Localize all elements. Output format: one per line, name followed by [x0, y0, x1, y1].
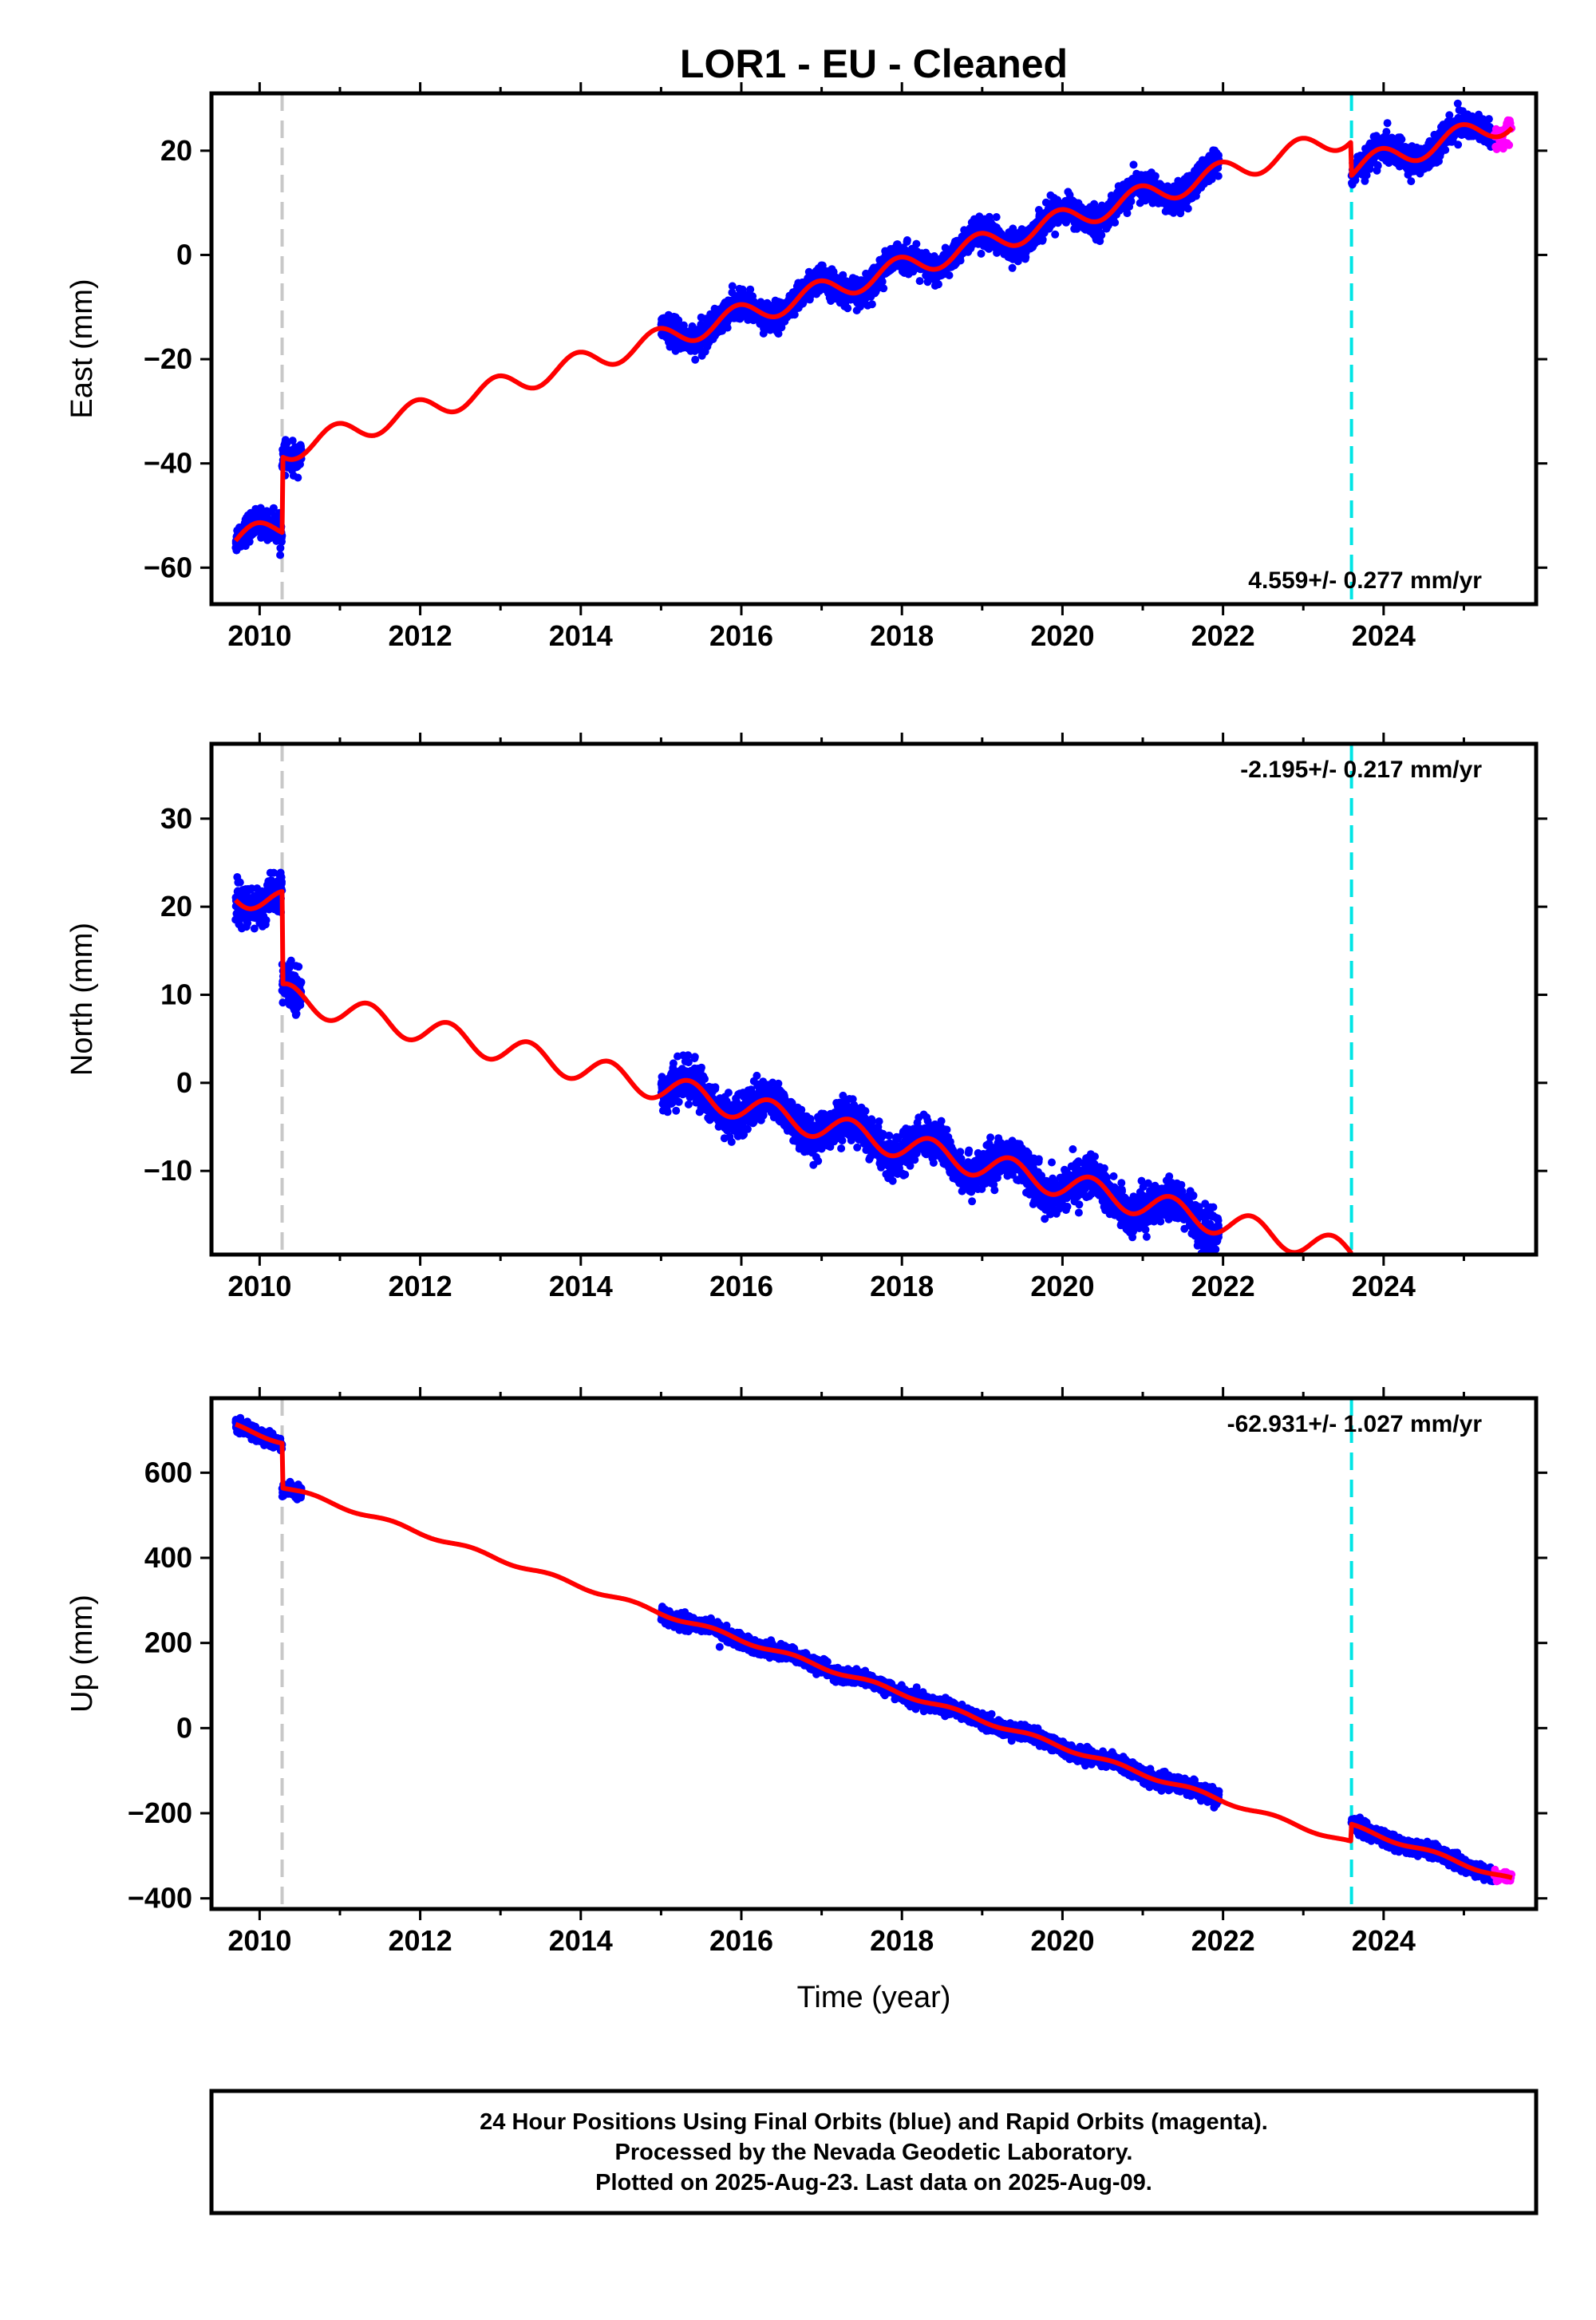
final-orbit-point — [697, 1064, 705, 1072]
final-orbit-point — [664, 1108, 672, 1116]
final-orbit-point — [879, 278, 887, 286]
final-orbit-point — [1407, 177, 1415, 185]
y-tick-label: −40 — [144, 447, 192, 480]
final-orbit-point — [1127, 197, 1135, 205]
final-orbit-point — [691, 1053, 699, 1061]
final-orbit-point — [1374, 162, 1382, 170]
final-orbit-point — [298, 978, 306, 986]
final-orbit-point — [263, 916, 271, 924]
y-tick-label: 20 — [160, 134, 192, 167]
x-tick-label: 2018 — [870, 619, 934, 652]
final-orbit-point — [724, 324, 732, 332]
velocity-rate-label: 4.559+/- 0.277 mm/yr — [1248, 567, 1482, 594]
final-orbit-point — [1009, 264, 1017, 272]
final-orbit-point — [1051, 231, 1059, 239]
final-orbit-point — [912, 240, 920, 248]
final-orbit-point — [276, 551, 284, 559]
final-orbit-point — [1039, 235, 1047, 243]
final-orbit-point — [1485, 115, 1493, 123]
x-tick-label: 2014 — [549, 619, 613, 652]
final-orbit-point — [843, 304, 851, 312]
final-orbit-point — [1441, 146, 1449, 154]
final-orbit-point — [868, 300, 876, 308]
x-tick-label: 2012 — [389, 619, 452, 652]
final-orbit-point — [946, 271, 954, 279]
final-orbit-point — [1184, 204, 1192, 212]
final-orbit-point — [934, 280, 942, 288]
final-orbit-point — [1454, 140, 1462, 148]
final-orbit-point — [746, 286, 754, 294]
final-orbit-point — [753, 1072, 760, 1080]
final-orbit-point — [278, 878, 286, 886]
final-orbit-point — [672, 1107, 680, 1115]
chart-title: LOR1 - EU - Cleaned — [680, 41, 1068, 86]
final-orbit-point — [728, 1138, 736, 1146]
final-orbit-point — [978, 250, 986, 258]
y-tick-label: −20 — [144, 342, 192, 375]
x-tick-label: 2022 — [1191, 619, 1255, 652]
y-axis-label: East (mm) — [65, 279, 99, 418]
final-orbit-point — [879, 284, 887, 292]
final-orbit-point — [1152, 172, 1159, 180]
final-orbit-point — [903, 236, 911, 244]
final-orbit-point — [1384, 119, 1392, 127]
final-orbit-point — [1111, 219, 1119, 227]
x-tick-label: 2010 — [227, 619, 291, 652]
final-orbit-point — [685, 1101, 693, 1109]
y-tick-label: −60 — [144, 551, 192, 583]
final-orbit-point — [725, 1089, 733, 1097]
final-orbit-point — [1097, 231, 1105, 239]
final-orbit-point — [1130, 160, 1138, 168]
final-orbit-point — [294, 962, 302, 970]
final-orbit-point — [670, 1059, 678, 1067]
x-tick-label: 2024 — [1352, 619, 1416, 652]
final-orbit-point — [729, 283, 737, 290]
final-orbit-point — [957, 257, 965, 265]
final-orbit-point — [744, 1125, 752, 1133]
final-orbit-point — [294, 474, 302, 482]
y-tick-label: 0 — [176, 238, 192, 271]
rapid-orbit-point — [1505, 141, 1513, 149]
final-orbit-point — [236, 879, 244, 887]
final-orbit-point — [675, 1098, 683, 1106]
final-orbit-point — [701, 1075, 709, 1083]
final-orbit-point — [993, 213, 1001, 221]
x-tick-label: 2016 — [709, 619, 773, 652]
final-orbit-point — [691, 356, 699, 364]
final-orbit-point — [1215, 172, 1223, 180]
final-orbit-point — [916, 277, 924, 285]
x-tick-label: 2020 — [1030, 619, 1094, 652]
final-orbit-point — [711, 1083, 719, 1091]
final-orbit-point — [1397, 136, 1405, 144]
